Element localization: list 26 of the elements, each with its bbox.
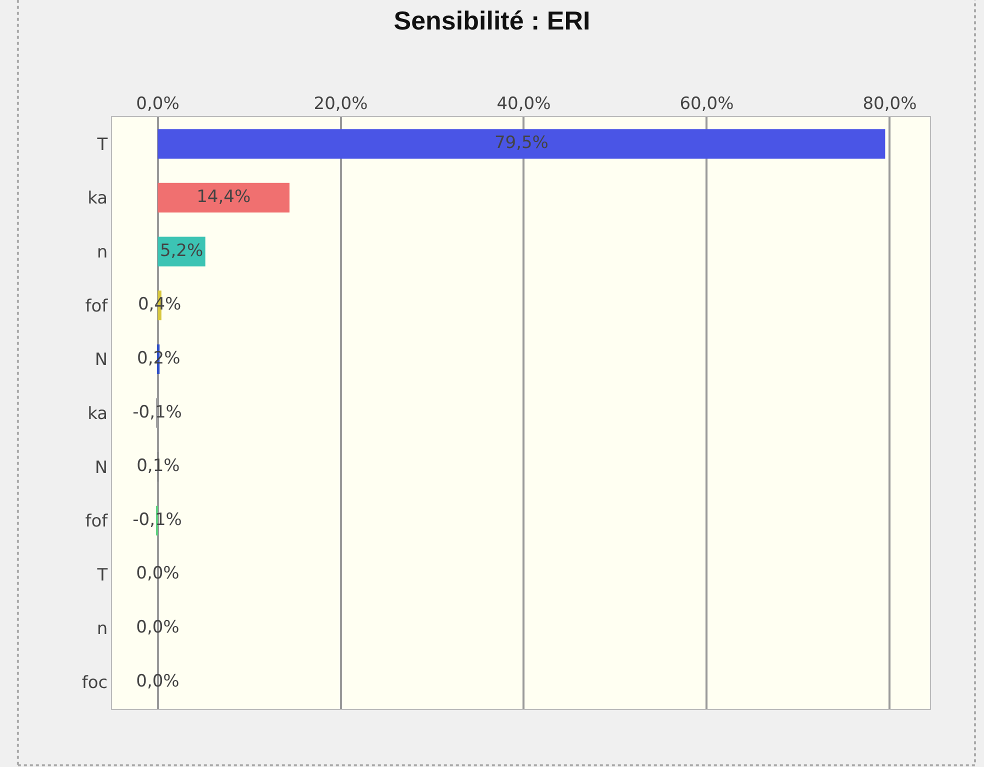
x-tick-label: 40,0% [496,94,551,114]
y-tick-label: n [96,619,108,640]
data-label: 0,0% [136,618,180,638]
y-tick-label: fof [85,512,109,532]
data-label: 5,2% [160,240,204,261]
data-label: 14,4% [196,186,251,207]
x-tick-label: 0,0% [136,94,180,114]
y-tick-label: T [96,134,108,155]
y-tick-label: T [96,565,108,586]
bar [158,129,886,159]
data-label: -0,1% [132,402,182,422]
data-label: 0,0% [136,564,180,584]
data-label: 0,0% [136,671,180,692]
bar [158,182,290,213]
y-tick-label: ka [88,188,108,209]
chart-title: Sensibilité : ERI [394,6,590,36]
x-tick-label: 20,0% [314,94,368,114]
data-label: 79,5% [494,133,548,154]
y-tick-label: N [94,458,108,478]
y-tick-label: fof [85,296,109,316]
y-tick-label: N [94,350,108,370]
y-tick-label: n [96,242,108,262]
y-tick-label: ka [88,404,108,424]
y-tick-label: foc [82,673,108,694]
x-tick-label: 60,0% [680,94,734,114]
x-tick-label: 80,0% [862,94,917,114]
